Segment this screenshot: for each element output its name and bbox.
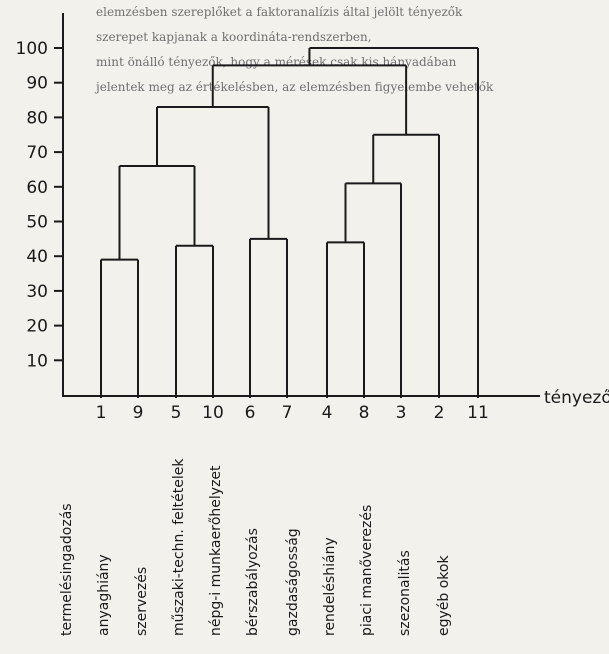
y-tick-label: 90 [26,74,48,94]
axes: 10 20 30 40 50 60 70 80 90 100 [16,13,540,397]
leaf-number: 2 [434,403,445,423]
leaf-label: szezonalitás [397,550,413,636]
background-text: elemzésben szereplőket a faktoranalízis … [94,5,494,94]
y-tick-label: 60 [26,178,48,198]
leaf-label: piaci manőverezés [359,505,375,636]
leaf-number: 8 [359,403,370,423]
y-tick-label: 50 [26,213,48,233]
leaf-label: egyéb okok [436,555,452,636]
leaf-label: szervezés [134,567,150,636]
leaf-label: gazdaságosság [285,528,301,636]
leaf-number: 6 [245,403,256,423]
leaf-label: termelésingadozás [59,503,75,636]
leaf-number: 4 [322,403,333,423]
y-tick-label: 30 [26,282,48,302]
leaf-label: bérszabályozás [245,528,261,636]
y-tick-label: 80 [26,108,48,128]
y-tick-label: 20 [26,317,48,337]
leaf-number: 1 [96,403,107,423]
background-text-line: elemzésben szereplőket a faktoranalízis … [96,5,463,19]
leaf-number: 11 [467,403,489,423]
leaf-label: rendeléshiány [322,537,338,636]
background-text-line: mint önálló tényezők, hogy a mérések csa… [96,55,457,69]
y-tick-label: 70 [26,143,48,163]
leaf-label: anyaghiány [96,554,112,636]
dendrogram-links [100,47,479,398]
leaf-number: 9 [133,403,144,423]
leaf-labels: 1 termelésingadozás 9 anyaghiány 5 szervezés 1… [59,403,489,636]
background-text-line: jelentek meg az értékelésben, az elemzés… [94,80,494,94]
y-tick-label: 40 [26,247,48,267]
leaf-label: népg-i munkaerőhelyzet [208,465,224,636]
y-tick-label: 100 [16,39,48,59]
leaf-label: műszaki-techn. feltételek [171,458,187,636]
background-text-line: szerepet kapjanak a koordináta-rendszerb… [96,30,372,44]
x-axis-label: tényezők [544,388,609,408]
leaf-number: 7 [282,403,293,423]
leaf-number: 5 [171,403,182,423]
y-tick-label: 10 [26,351,48,371]
leaf-number: 10 [202,403,224,423]
leaf-number: 3 [396,403,407,423]
